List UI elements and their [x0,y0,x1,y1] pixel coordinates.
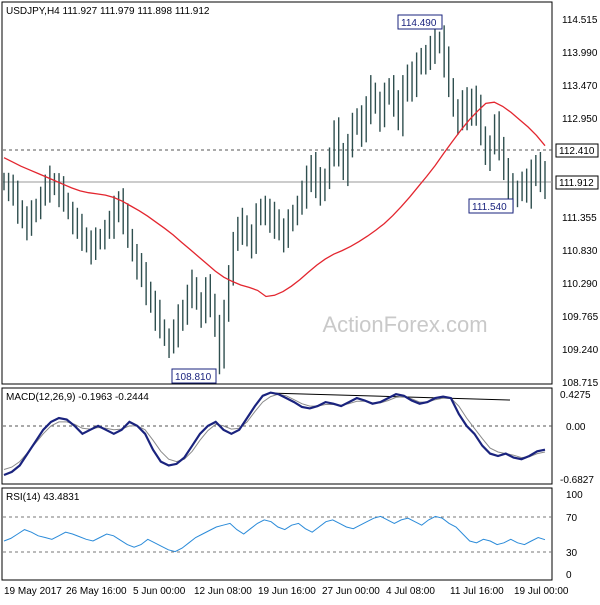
rsi-panel-title: RSI(14) 43.4831 [6,492,80,503]
price-tick-label: 112.950 [562,114,598,125]
macd-panel-frame [1,387,553,485]
price-tick-label: 108.715 [562,378,599,389]
x-tick-label: 19 Jun 16:00 [258,586,316,597]
rsi-y-axis: 100 70 30 0 [566,490,583,581]
price-tick-label: 111.355 [562,213,597,224]
rsi-tick-label: 0 [566,570,572,581]
price-tick-label: 110.830 [562,246,598,257]
rsi-panel-frame [1,487,553,581]
high-annotation-label: 114.490 [401,18,437,29]
price-tick-label: 109.240 [562,345,599,356]
reference-level-badge: 112.410 [555,143,599,158]
high-annotation: 114.490 [397,14,443,30]
x-tick-label: 19 Jul 00:00 [514,586,569,597]
x-tick-label: 11 Jul 16:00 [450,586,504,597]
current-price-value: 111.912 [559,178,594,189]
macd-line [3,391,546,477]
price-panel-frame [1,1,553,385]
swing-low-annotation: 111.540 [468,198,514,214]
macd-tick-label: -0.6827 [560,475,594,486]
rsi-tick-label: 30 [566,548,578,559]
x-tick-label: 12 Jun 08:00 [194,586,252,597]
x-tick-label: 19 May 2017 [4,586,62,597]
moving-average-line [3,101,546,298]
rsi-tick-label: 100 [566,490,583,501]
price-y-axis: 114.515 113.990 113.470 112.950 111.355 … [562,15,599,389]
price-tick-label: 110.290 [562,279,598,290]
x-tick-label: 4 Jul 08:00 [386,586,435,597]
watermark-text: ActionForex.com [322,312,487,337]
price-tick-label: 114.515 [562,15,598,26]
x-axis: 19 May 2017 26 May 16:00 5 Jun 00:00 12 … [4,586,569,597]
x-tick-label: 27 Jun 00:00 [322,586,380,597]
macd-y-axis: 0.4275 0.00 -0.6827 [560,390,594,486]
price-bars [3,25,546,375]
price-tick-label: 113.990 [562,48,598,59]
x-tick-label: 26 May 16:00 [66,586,127,597]
rsi-line [3,515,546,553]
x-tick-label: 5 Jun 00:00 [133,586,186,597]
macd-tick-label: 0.00 [566,422,586,433]
current-price-badge: 111.912 [555,175,599,190]
macd-tick-label: 0.4275 [560,390,591,401]
price-panel-title: USDJPY,H4 111.927 111.979 111.898 111.91… [6,6,210,17]
reference-level-value: 112.410 [559,146,595,157]
price-tick-label: 113.470 [562,81,598,92]
macd-panel-title: MACD(12,26,9) -0.1963 -0.2444 [6,392,149,403]
rsi-tick-label: 70 [566,513,578,524]
swing-low-annotation-label: 111.540 [472,202,507,213]
low-annotation-label: 108.810 [175,372,212,383]
low-annotation: 108.810 [171,368,217,384]
price-tick-label: 109.765 [562,312,599,323]
